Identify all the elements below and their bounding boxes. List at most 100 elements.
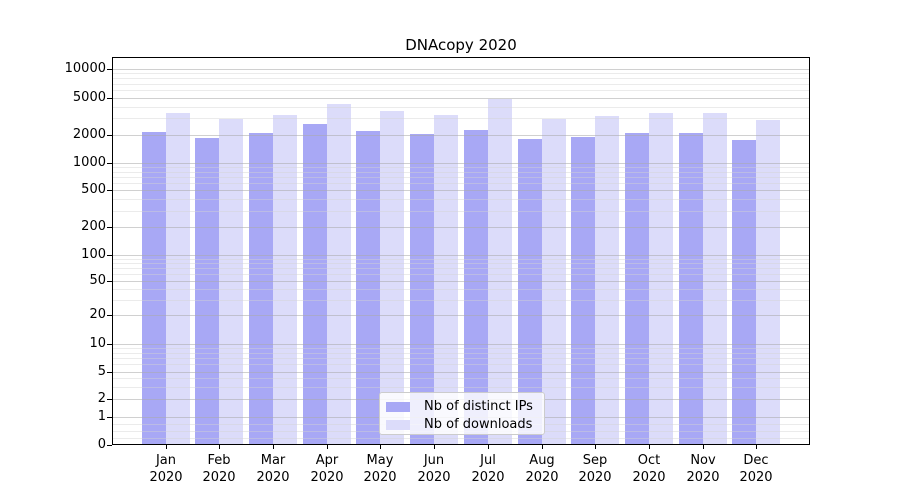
- major-gridline: [112, 255, 810, 256]
- x-tick-year: 2020: [578, 470, 612, 485]
- minor-gridline: [112, 183, 810, 184]
- y-tick-label: 1000: [72, 155, 106, 170]
- bar-downloads: [595, 116, 619, 444]
- y-tick-mark: [107, 281, 112, 282]
- minor-gridline: [112, 300, 810, 301]
- y-tick-label: 2000: [72, 127, 106, 142]
- x-tick-label: Jul 2020: [458, 452, 518, 486]
- x-tick-year: 2020: [310, 470, 344, 485]
- x-tick-year: 2020: [149, 470, 183, 485]
- x-tick-mark: [166, 445, 167, 449]
- legend-label-downloads: Nb of downloads: [424, 417, 533, 432]
- bar-distinct-ips: [679, 133, 703, 444]
- bar-downloads: [273, 115, 297, 444]
- bar-downloads: [327, 104, 351, 444]
- legend-label-distinct-ips: Nb of distinct IPs: [424, 399, 533, 414]
- y-tick-label: 100: [81, 247, 106, 262]
- x-tick-month: Aug: [529, 453, 555, 468]
- x-tick-year: 2020: [202, 470, 236, 485]
- x-tick-label: Sep 2020: [565, 452, 625, 486]
- x-tick-year: 2020: [256, 470, 290, 485]
- x-tick-label: Feb 2020: [189, 452, 249, 486]
- bar-distinct-ips: [303, 124, 327, 444]
- minor-gridline: [112, 78, 810, 79]
- major-gridline: [112, 281, 810, 282]
- major-gridline: [112, 344, 810, 345]
- bar-distinct-ips: [571, 137, 595, 444]
- legend: Nb of distinct IPs Nb of downloads: [379, 392, 545, 435]
- x-tick-label: Nov 2020: [673, 452, 733, 486]
- x-tick-year: 2020: [363, 470, 397, 485]
- x-tick-year: 2020: [739, 470, 773, 485]
- x-tick-year: 2020: [471, 470, 505, 485]
- minor-gridline: [112, 348, 810, 349]
- bar-downloads: [166, 113, 190, 444]
- x-tick-month: Feb: [207, 453, 231, 468]
- x-tick-year: 2020: [686, 470, 720, 485]
- x-tick-label: Dec 2020: [726, 452, 786, 486]
- x-tick-mark: [542, 445, 543, 449]
- y-tick-label: 5: [97, 364, 106, 379]
- y-tick-label: 0: [97, 437, 106, 452]
- y-tick-mark: [107, 69, 112, 70]
- x-tick-mark: [273, 445, 274, 449]
- x-tick-mark: [219, 445, 220, 449]
- bar-distinct-ips: [195, 138, 219, 444]
- minor-gridline: [112, 259, 810, 260]
- x-tick-mark: [488, 445, 489, 449]
- y-tick-label: 1: [97, 409, 106, 424]
- major-gridline: [112, 163, 810, 164]
- minor-gridline: [112, 167, 810, 168]
- legend-row-distinct-ips: Nb of distinct IPs: [386, 398, 544, 415]
- x-tick-mark: [380, 445, 381, 449]
- x-tick-month: Apr: [315, 453, 339, 468]
- x-tick-mark: [434, 445, 435, 449]
- x-tick-year: 2020: [525, 470, 559, 485]
- major-gridline: [112, 69, 810, 70]
- major-gridline: [112, 372, 810, 373]
- y-tick-mark: [107, 445, 112, 446]
- bar-distinct-ips: [249, 133, 273, 444]
- minor-gridline: [112, 358, 810, 359]
- y-tick-label: 200: [81, 219, 106, 234]
- y-tick-label: 5000: [72, 90, 106, 105]
- bar-distinct-ips: [464, 130, 488, 444]
- minor-gridline: [112, 118, 810, 119]
- y-tick-label: 10000: [64, 61, 106, 76]
- minor-gridline: [112, 73, 810, 74]
- x-tick-mark: [756, 445, 757, 449]
- major-gridline: [112, 315, 810, 316]
- minor-gridline: [112, 84, 810, 85]
- minor-gridline: [112, 268, 810, 269]
- y-tick-mark: [107, 315, 112, 316]
- x-tick-label: Aug 2020: [512, 452, 572, 486]
- major-gridline: [112, 135, 810, 136]
- major-gridline: [112, 98, 810, 99]
- y-tick-mark: [107, 417, 112, 418]
- x-tick-mark: [327, 445, 328, 449]
- bar-downloads: [756, 120, 780, 444]
- minor-gridline: [112, 199, 810, 200]
- minor-gridline: [112, 172, 810, 173]
- x-tick-label: Apr 2020: [297, 452, 357, 486]
- x-tick-month: Jun: [423, 453, 445, 468]
- legend-swatch-distinct-ips: [386, 401, 410, 412]
- minor-gridline: [112, 90, 810, 91]
- minor-gridline: [112, 289, 810, 290]
- bar-distinct-ips: [356, 131, 380, 444]
- bar-distinct-ips: [625, 133, 649, 444]
- x-tick-month: Sep: [582, 453, 608, 468]
- bar-downloads: [703, 113, 727, 444]
- y-tick-label: 2: [97, 391, 106, 406]
- major-gridline: [112, 190, 810, 191]
- y-tick-mark: [107, 135, 112, 136]
- y-tick-label: 500: [81, 182, 106, 197]
- bar-downloads: [434, 115, 458, 444]
- x-tick-year: 2020: [632, 470, 666, 485]
- minor-gridline: [112, 353, 810, 354]
- x-tick-label: Mar 2020: [243, 452, 303, 486]
- x-tick-month: Oct: [637, 453, 661, 468]
- x-tick-label: Jun 2020: [404, 452, 464, 486]
- x-tick-month: Jan: [155, 453, 177, 468]
- y-tick-mark: [107, 344, 112, 345]
